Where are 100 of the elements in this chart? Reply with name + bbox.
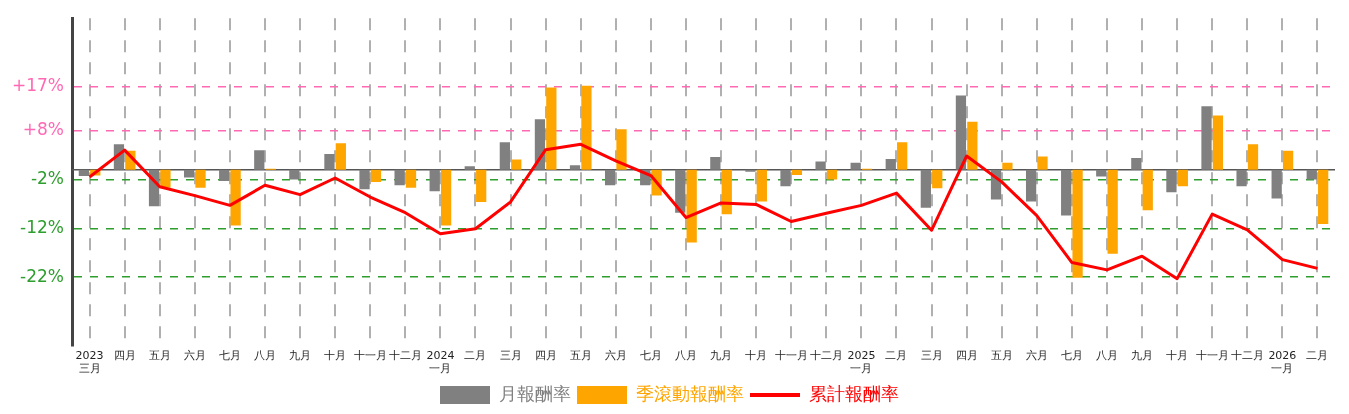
bar [546, 87, 557, 170]
bar [78, 169, 89, 177]
bar [1177, 169, 1188, 187]
x-tick-label: 六月 [183, 349, 206, 363]
x-tick-label: 三月 [920, 349, 943, 363]
x-tick-label: 八月 [1095, 349, 1118, 363]
bar [710, 156, 721, 170]
legend-label: 月報酬率 [499, 382, 571, 404]
y-tick-label: +17% [12, 75, 65, 96]
legend-label: 累計報酬率 [809, 382, 899, 404]
bar [394, 169, 405, 186]
bar [581, 85, 592, 170]
x-tick-label: 2026 一月 [1268, 349, 1297, 376]
x-tick-label: 六月 [604, 349, 627, 363]
bar [219, 169, 230, 181]
bar [324, 154, 335, 170]
bar [569, 165, 581, 170]
bar [511, 159, 522, 170]
bar [1096, 169, 1107, 177]
bar [440, 169, 452, 226]
legend-label: 季滾動報酬率 [636, 382, 744, 404]
bar [1236, 169, 1247, 187]
y-tick-label: -12% [20, 216, 65, 237]
x-tick-label: 五月 [990, 349, 1013, 363]
bar [464, 166, 475, 170]
x-tick-label: 五月 [569, 349, 592, 363]
bar [826, 169, 838, 180]
x-tick-label: 七月 [639, 349, 662, 363]
bar [932, 169, 943, 189]
bar [1282, 150, 1294, 170]
bar [1201, 106, 1212, 170]
bar [405, 169, 417, 188]
bar [370, 169, 382, 182]
x-tick-label: 七月 [1060, 349, 1083, 363]
bar [604, 169, 616, 186]
x-tick-label: 2023 三月 [75, 349, 104, 376]
x-tick-label: 十一月 [1195, 349, 1229, 363]
bar [1318, 169, 1329, 224]
bar [815, 161, 826, 170]
x-tick-label: 十二月 [809, 349, 843, 363]
x-tick-label: 五月 [148, 349, 171, 363]
y-tick-label: -22% [20, 265, 65, 286]
bar [1142, 169, 1153, 211]
bar [1271, 169, 1282, 199]
x-tick-label: 十二月 [388, 349, 422, 363]
bar [1072, 169, 1083, 278]
x-tick-label: 四月 [955, 349, 978, 363]
bar [967, 121, 978, 170]
y-tick-label: -2% [30, 167, 65, 188]
x-tick-label: 六月 [1025, 349, 1048, 363]
bar [289, 169, 300, 180]
bar [359, 169, 370, 190]
x-tick-label: 二月 [1306, 349, 1329, 363]
x-tick-label: 二月 [885, 349, 908, 363]
bar [1037, 156, 1048, 170]
bar [335, 143, 346, 170]
bar [1306, 169, 1317, 180]
x-tick-label: 十一月 [353, 349, 387, 363]
bar [1107, 169, 1118, 254]
x-tick-label: 十月 [745, 349, 768, 363]
x-tick-label: 四月 [534, 349, 557, 363]
x-tick-label: 十一月 [774, 349, 808, 363]
x-tick-label: 七月 [218, 349, 241, 363]
bar [897, 142, 908, 170]
x-tick-label: 九月 [1131, 349, 1154, 363]
bar [499, 142, 510, 170]
bar [850, 162, 861, 170]
bar [1131, 157, 1142, 170]
x-tick-label: 四月 [113, 349, 136, 363]
x-tick-label: 三月 [499, 349, 522, 363]
y-tick-label: +8% [22, 119, 65, 140]
bar [780, 169, 791, 187]
x-tick-label: 八月 [253, 349, 276, 363]
bar [476, 169, 487, 202]
bar [254, 150, 265, 170]
bar [1166, 169, 1177, 193]
bar [920, 169, 931, 208]
bar [429, 169, 440, 192]
bar [885, 158, 896, 170]
x-tick-label: 2024 一月 [426, 349, 455, 376]
bar [756, 169, 767, 202]
x-tick-label: 八月 [674, 349, 697, 363]
x-tick-label: 九月 [710, 349, 733, 363]
x-tick-label: 二月 [464, 349, 487, 363]
x-tick-label: 十二月 [1230, 349, 1264, 363]
bar [1002, 162, 1013, 170]
bar [1212, 115, 1224, 170]
bar [160, 169, 171, 188]
x-tick-label: 十月 [1166, 349, 1189, 363]
bar [791, 169, 803, 176]
bar [1061, 169, 1072, 216]
x-tick-label: 十月 [324, 349, 347, 363]
bar [230, 169, 241, 226]
bar [1247, 144, 1259, 170]
bar [955, 95, 967, 170]
bar [183, 169, 195, 178]
bar [675, 169, 686, 213]
x-tick-label: 九月 [289, 349, 312, 363]
bar [1025, 169, 1037, 202]
bar [195, 169, 206, 188]
